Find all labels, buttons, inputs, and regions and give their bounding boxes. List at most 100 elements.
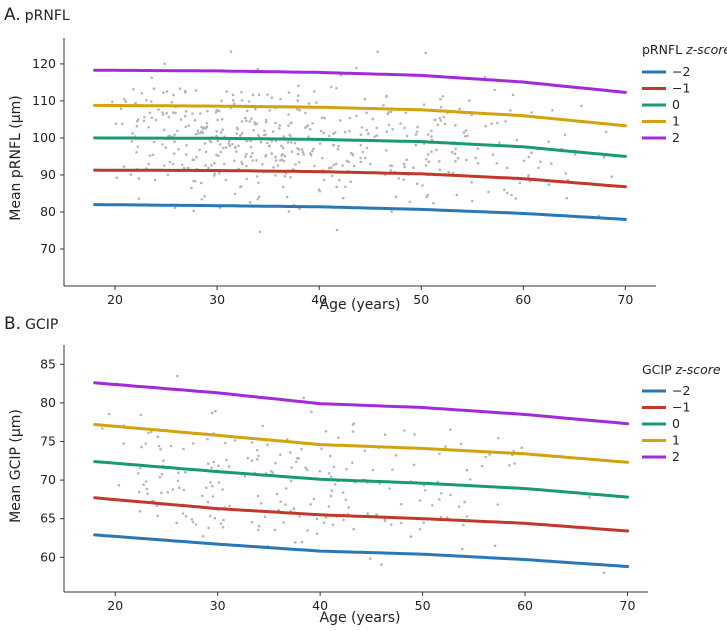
data-point [307,102,311,105]
data-point [137,177,141,180]
data-point [289,479,293,483]
data-point [241,132,244,135]
data-point [364,156,367,160]
data-point [457,505,461,509]
data-point [394,454,398,457]
x-tick-label: 50 [413,292,429,307]
data-point [173,133,176,136]
data-point [199,112,202,115]
data-point [266,93,269,96]
data-point [263,515,267,519]
data-point [405,134,409,138]
data-point [344,498,348,502]
y-tick-label: 90 [40,167,56,182]
data-point [537,166,540,170]
data-point [167,115,171,119]
series-line-z0 [93,136,627,158]
data-point [101,427,104,430]
data-point [309,152,312,155]
data-point [201,535,205,538]
data-point [184,110,188,113]
data-point [248,120,252,123]
data-point [390,523,393,526]
legend-label: 0 [672,416,680,431]
data-point [371,117,375,121]
data-point [438,160,441,163]
data-point [438,168,442,171]
data-point [157,108,160,111]
y-ticks: 70 80 90 100 110 120 [32,56,64,256]
data-point [257,135,261,138]
data-point [240,120,244,123]
data-point [342,196,345,200]
data-point [294,541,297,544]
data-point [306,124,310,127]
data-point [349,151,353,155]
data-point [443,122,447,126]
data-point [317,188,321,191]
data-point [220,131,223,134]
data-point [137,197,141,201]
series-line-z−2 [93,533,629,568]
data-point [274,174,277,177]
data-point [145,487,149,491]
data-point [311,122,314,125]
data-point [511,93,515,97]
data-point [270,96,274,99]
legend: pRNFL z-score −2 −10 12 [642,42,727,145]
data-point [337,436,340,440]
data-point [227,142,231,145]
data-point [135,124,139,128]
data-point [547,140,550,144]
data-point [210,466,213,470]
data-point [239,185,242,189]
data-point [163,62,166,66]
data-point [306,529,309,532]
data-point [122,165,126,168]
data-point [217,481,221,484]
data-point [239,134,242,137]
data-point [150,116,154,119]
data-point [311,149,314,153]
legend-title-italic: z-score [685,42,727,57]
data-point [435,148,438,152]
data-point [205,486,208,490]
data-point [330,489,334,492]
data-point [300,148,304,151]
y-tick-label: 120 [32,56,56,71]
legend-label: 1 [672,433,680,448]
data-point [418,499,422,502]
data-point [147,125,150,129]
data-point [221,526,225,529]
data-point [205,121,209,125]
data-point [409,535,413,538]
data-point [363,449,367,453]
data-point [283,175,287,178]
data-point [282,135,286,138]
data-point [315,532,319,535]
y-tick-label: 70 [40,472,56,487]
data-point [309,128,312,131]
data-point [424,158,428,161]
data-point [423,489,427,492]
data-point [266,443,269,447]
data-point [184,471,187,474]
data-point [573,153,577,156]
data-point [169,444,173,448]
data-point [279,159,282,162]
data-point [178,87,182,90]
legend-label: 0 [672,97,680,112]
data-point [365,111,368,115]
data-point [207,166,210,170]
data-point [184,125,187,129]
data-point [210,164,213,167]
data-point [287,91,291,94]
data-point [495,161,499,165]
data-point [148,111,152,114]
data-point [330,475,333,479]
data-point [518,181,522,185]
data-point [397,177,401,180]
data-point [402,162,406,166]
data-point [312,147,315,151]
data-point [257,93,261,97]
